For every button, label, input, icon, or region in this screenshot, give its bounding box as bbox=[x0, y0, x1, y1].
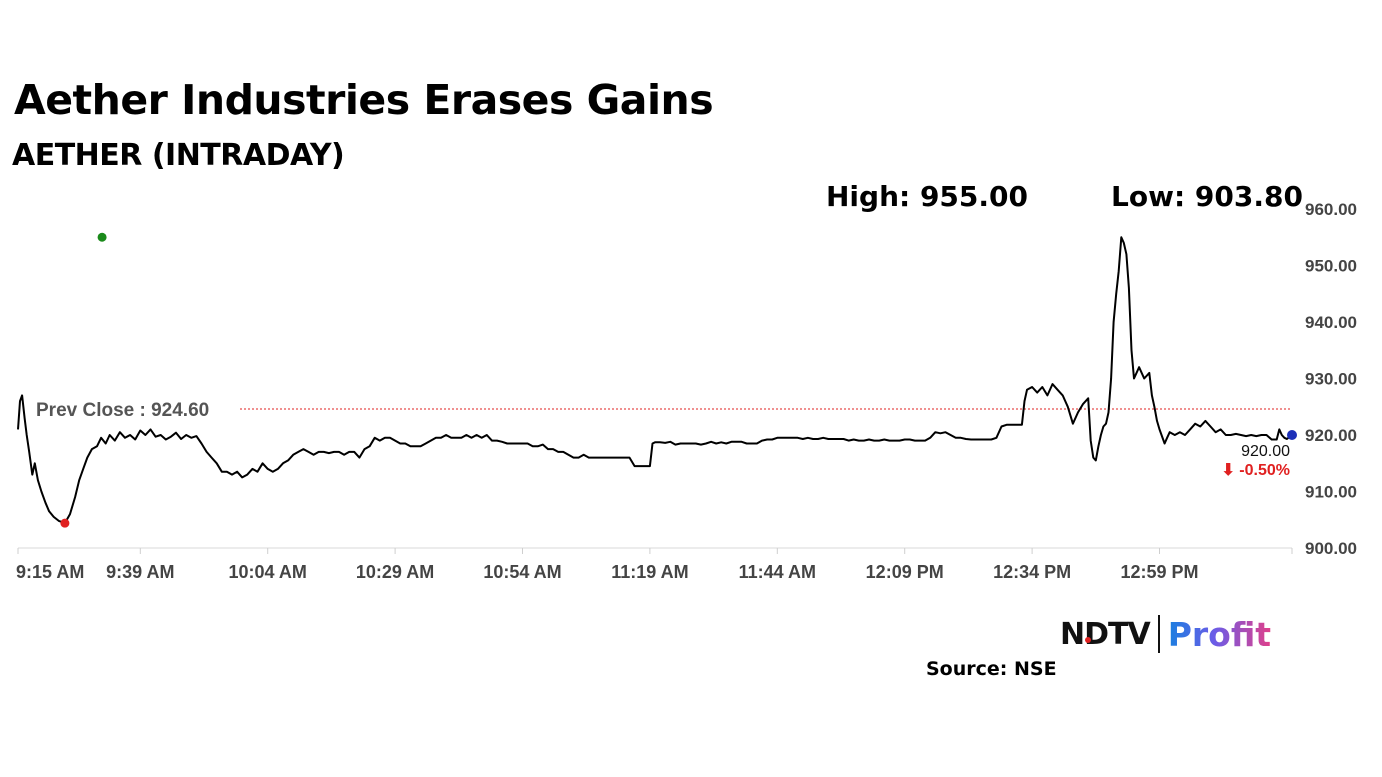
x-tick-label: 11:19 AM bbox=[611, 562, 688, 582]
logo-profit: Profit bbox=[1167, 614, 1272, 654]
last-price-marker bbox=[1287, 430, 1297, 440]
last-value-label: 920.00 bbox=[1241, 443, 1290, 460]
low-marker bbox=[60, 518, 70, 528]
x-tick-label: 11:44 AM bbox=[739, 562, 816, 582]
x-tick-label: 9:15 AM bbox=[16, 562, 84, 582]
x-tick-label: 10:29 AM bbox=[356, 562, 434, 582]
change-label: ⬇ -0.50% bbox=[1221, 462, 1290, 479]
x-tick-label: 12:09 PM bbox=[866, 562, 944, 582]
y-tick-label: 950.00 bbox=[1305, 257, 1357, 276]
intraday-chart: 9:15 AM 9:39 AM 10:04 AM 10:29 AM 10:54 AM 11… bbox=[16, 200, 1357, 582]
logo-ndtv-text: NDTV bbox=[1060, 616, 1151, 652]
high-marker bbox=[97, 232, 107, 242]
x-tick-label: 12:34 PM bbox=[993, 562, 1071, 582]
y-tick-label: 920.00 bbox=[1305, 426, 1357, 445]
x-tick-label: 10:04 AM bbox=[229, 562, 307, 582]
x-tick-label: 12:59 PM bbox=[1120, 562, 1198, 582]
logo-divider bbox=[1157, 615, 1160, 653]
logo-dot-icon bbox=[1085, 636, 1091, 643]
x-tick-label: 10:54 AM bbox=[483, 562, 561, 582]
y-tick-label: 900.00 bbox=[1305, 539, 1357, 558]
prev-close-label: Prev Close : 924.60 bbox=[36, 400, 209, 421]
x-tick-label: 9:39 AM bbox=[106, 562, 174, 582]
low-label: Low: 903.80 bbox=[1111, 180, 1303, 213]
y-tick-label: 960.00 bbox=[1305, 200, 1357, 219]
source-label: Source: NSE bbox=[926, 658, 1057, 680]
y-tick-label: 940.00 bbox=[1305, 313, 1357, 332]
ndtv-profit-logo: NDTV Profit bbox=[1060, 612, 1271, 656]
y-tick-label: 910.00 bbox=[1305, 483, 1357, 502]
logo-ndtv: NDTV bbox=[1060, 616, 1151, 652]
chart-title: Aether Industries Erases Gains bbox=[14, 76, 714, 124]
price-line bbox=[17, 236, 1293, 525]
high-label: High: 955.00 bbox=[826, 180, 1029, 213]
chart-subtitle: AETHER (INTRADAY) bbox=[12, 138, 345, 173]
y-tick-label: 930.00 bbox=[1305, 370, 1357, 389]
